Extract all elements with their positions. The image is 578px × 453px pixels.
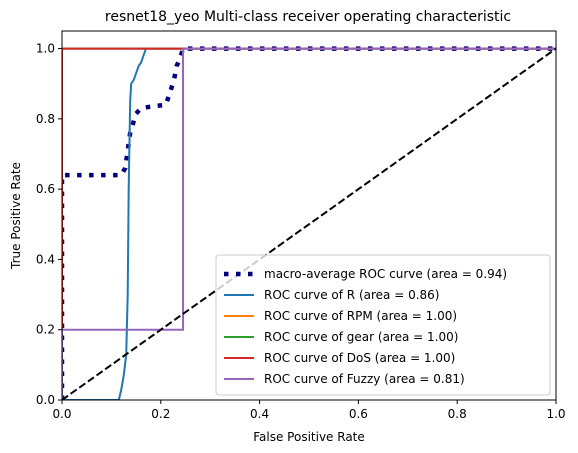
y-tick-label: 1.0 <box>36 42 55 56</box>
legend-label-3: ROC curve of gear (area = 1.00) <box>264 330 458 344</box>
x-tick-label: 0.8 <box>448 407 467 421</box>
legend: macro-average ROC curve (area = 0.94) ROC… <box>215 254 551 396</box>
y-tick-label: 0.2 <box>36 323 55 337</box>
legend-label-4: ROC curve of DoS (area = 1.00) <box>264 351 455 365</box>
legend-box <box>215 254 551 396</box>
series-line-5 <box>62 47 556 400</box>
legend-label-0: macro-average ROC curve (area = 0.94) <box>264 267 507 281</box>
diagonal-reference-line <box>62 47 556 400</box>
y-tick-label: 0.0 <box>36 393 55 407</box>
series-line-1 <box>62 47 556 400</box>
chart-title: resnet18_yeo Multi-class receiver operat… <box>105 9 511 25</box>
y-tick-label: 0.4 <box>36 252 55 266</box>
x-tick-label: 0.4 <box>250 407 269 421</box>
y-tick-label: 0.8 <box>36 112 55 126</box>
legend-label-1: ROC curve of R (area = 0.86) <box>264 288 439 302</box>
x-tick-label: 0.6 <box>349 407 368 421</box>
x-tick-label: 1.0 <box>546 407 565 421</box>
plot-frame <box>61 30 557 401</box>
legend-label-5: ROC curve of Fuzzy (area = 0.81) <box>264 372 465 386</box>
x-tick-label: 0.0 <box>52 407 71 421</box>
legend-label-2: ROC curve of RPM (area = 1.00) <box>264 309 457 323</box>
y-axis-label: True Positive Rate <box>9 162 23 270</box>
x-axis-ticks: 0.0 0.2 0.4 0.6 0.8 1.0 <box>52 400 566 421</box>
series-layer <box>62 46 556 400</box>
x-tick-label: 0.2 <box>151 407 170 421</box>
x-axis-label: False Positive Rate <box>253 430 365 444</box>
y-tick-label: 0.6 <box>36 182 55 196</box>
y-axis-ticks: 0.0 0.2 0.4 0.6 0.8 1.0 <box>36 42 62 407</box>
